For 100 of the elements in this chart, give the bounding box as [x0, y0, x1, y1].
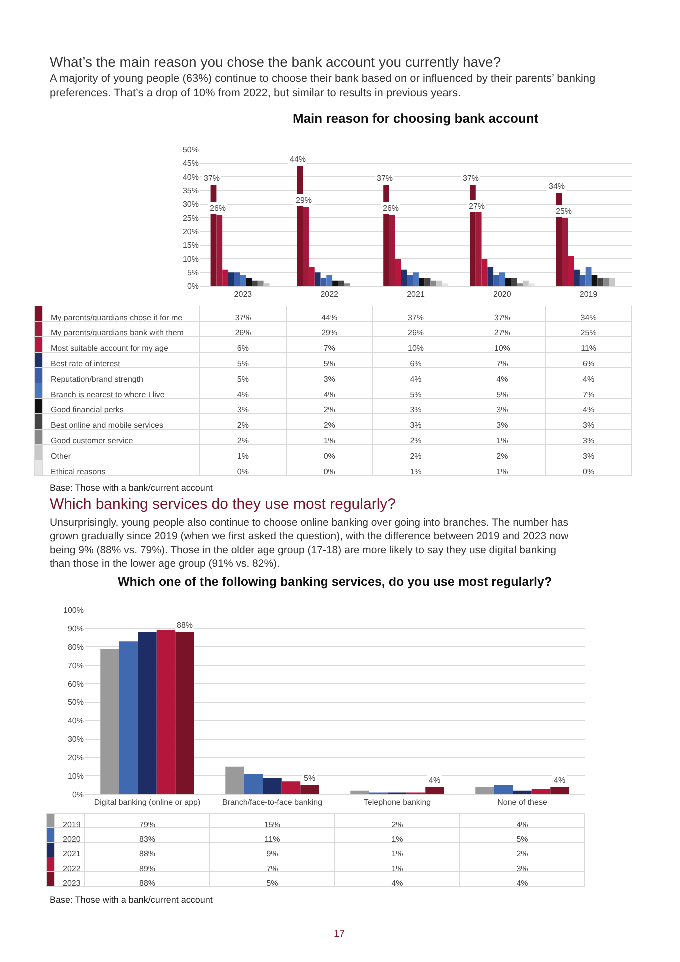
data-label: 79% — [139, 820, 156, 830]
data-label: 5% — [516, 835, 528, 844]
y-tick-label: 50% — [182, 145, 199, 154]
data-label: 2% — [392, 820, 404, 830]
bar — [586, 267, 592, 286]
chart-title: Which one of the following banking services, do you use most regularly? — [118, 575, 552, 589]
data-label: 88% — [139, 878, 156, 888]
bar — [499, 272, 506, 286]
x-tick-label: Digital banking (online or app) — [94, 798, 201, 808]
legend-label: Good customer service — [51, 436, 134, 446]
legend-label: My parents/guardians chose it for me — [51, 313, 184, 322]
y-tick-label: 30% — [68, 735, 84, 744]
y-tick-label: 5% — [187, 268, 199, 278]
bar — [389, 215, 396, 286]
y-tick-label: 90% — [68, 624, 84, 634]
y-tick-label: 0% — [187, 282, 199, 292]
text: 17 — [334, 929, 346, 940]
annotation: 27% — [469, 202, 486, 211]
x-tick-label: Telephone banking — [364, 798, 432, 808]
annotation: 88% — [177, 621, 194, 630]
data-label: 27% — [494, 328, 510, 338]
annotation: 29% — [296, 196, 312, 205]
legend-label: 2020 — [63, 835, 82, 844]
bar — [303, 207, 309, 286]
data-label: 29% — [322, 328, 338, 338]
data-label: 3% — [583, 452, 595, 461]
data-label: 6% — [583, 359, 595, 368]
data-label: 6% — [410, 359, 422, 368]
bar — [326, 275, 333, 286]
legend-label: Good financial perks — [51, 406, 124, 415]
data-label: 1% — [237, 452, 249, 461]
x-tick-label: 2019 — [580, 290, 598, 299]
text: A majority of young people (63%) continue to choose their bank based on or influenced by their parents’ banking preferences. That’s a drop of 10% from 2022, but similar to results in previous years. — [50, 73, 596, 100]
data-label: 37% — [235, 313, 252, 322]
annotation: 25% — [556, 207, 572, 216]
data-label: 34% — [580, 313, 597, 322]
legend-label: Ethical reasons — [51, 467, 106, 476]
data-label: 25% — [580, 328, 597, 338]
data-label: 2% — [516, 850, 528, 859]
bar — [505, 278, 512, 286]
data-label: 1% — [324, 436, 336, 446]
bar — [226, 766, 244, 795]
bar — [426, 787, 444, 795]
bar — [320, 278, 327, 286]
bar — [258, 280, 264, 286]
legend-label: My parents/guardians bank with them — [51, 328, 184, 338]
data-label: 2% — [410, 436, 422, 446]
bar — [592, 275, 598, 286]
data-label: 3% — [496, 406, 508, 415]
bar — [604, 278, 610, 286]
y-tick-label: 20% — [68, 753, 84, 762]
data-label: 5% — [410, 390, 422, 400]
y-tick-label: 20% — [182, 227, 199, 236]
annotation: 26% — [383, 204, 400, 213]
annotation: 37% — [377, 174, 394, 183]
data-label: 6% — [237, 344, 249, 354]
bar — [228, 272, 234, 286]
bar — [282, 782, 301, 795]
data-label: 4% — [516, 878, 528, 888]
data-label: 0% — [324, 467, 336, 476]
bar — [119, 642, 138, 795]
data-label: 26% — [408, 328, 424, 338]
data-label: 44% — [322, 313, 338, 322]
data-label: 3% — [583, 436, 595, 446]
bar — [436, 280, 443, 286]
bar — [609, 278, 616, 286]
data-label: 3% — [410, 406, 422, 415]
y-tick-label: 40% — [182, 172, 199, 182]
data-label: 10% — [408, 344, 424, 354]
data-label: 88% — [139, 850, 156, 859]
y-tick-label: 60% — [68, 680, 84, 689]
data-label: 10% — [494, 344, 510, 354]
bar — [528, 284, 535, 286]
bar — [523, 280, 529, 286]
bar — [263, 778, 282, 795]
data-label: 26% — [235, 328, 252, 338]
data-label: 9% — [266, 850, 278, 859]
bar — [580, 275, 586, 286]
bar — [395, 258, 402, 286]
data-label: 3% — [583, 421, 595, 430]
bar — [532, 789, 551, 795]
bar — [476, 787, 494, 795]
data-label: 2% — [496, 452, 508, 461]
y-tick-label: 0% — [72, 790, 84, 800]
y-tick-label: 40% — [68, 716, 84, 726]
data-label: 11% — [581, 344, 597, 354]
data-label: 7% — [324, 344, 336, 354]
data-label: 11% — [264, 835, 280, 844]
data-label: 2% — [410, 452, 422, 461]
bar — [138, 632, 157, 795]
annotation: 37% — [463, 174, 480, 183]
annotation: 5% — [304, 774, 316, 783]
legend-label: 2021 — [63, 850, 82, 859]
data-label: 0% — [583, 467, 595, 476]
legend-label: Best rate of interest — [51, 359, 122, 368]
data-label: 5% — [496, 390, 508, 400]
data-label: 15% — [264, 820, 281, 830]
bar — [308, 267, 315, 286]
data-label: 2% — [237, 421, 249, 430]
bar — [100, 648, 120, 795]
